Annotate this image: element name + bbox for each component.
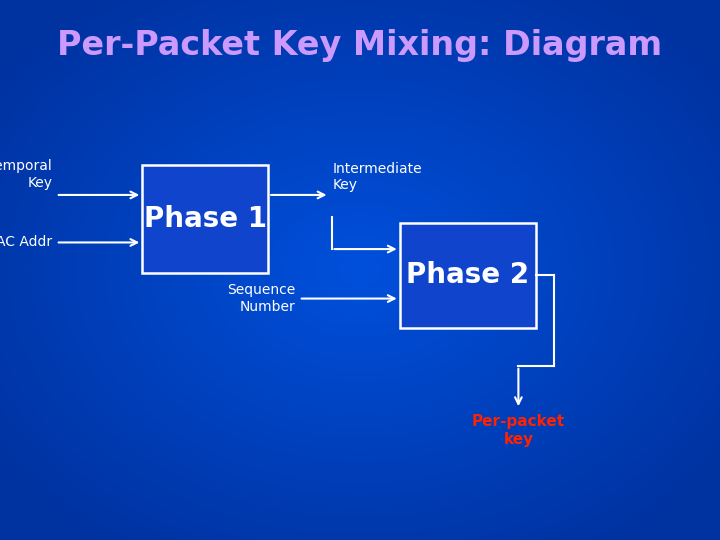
FancyBboxPatch shape — [142, 165, 268, 273]
Text: Sequence
Number: Sequence Number — [227, 284, 295, 314]
Text: Temporal
Key: Temporal Key — [0, 159, 52, 190]
Text: Phase 1: Phase 1 — [144, 205, 266, 233]
FancyBboxPatch shape — [400, 223, 536, 328]
Text: Phase 2: Phase 2 — [406, 261, 530, 289]
Text: MAC Addr: MAC Addr — [0, 235, 52, 249]
Text: Per-Packet Key Mixing: Diagram: Per-Packet Key Mixing: Diagram — [58, 29, 662, 63]
Text: Intermediate
Key: Intermediate Key — [333, 162, 423, 192]
Text: Per-packet
key: Per-packet key — [472, 415, 565, 447]
